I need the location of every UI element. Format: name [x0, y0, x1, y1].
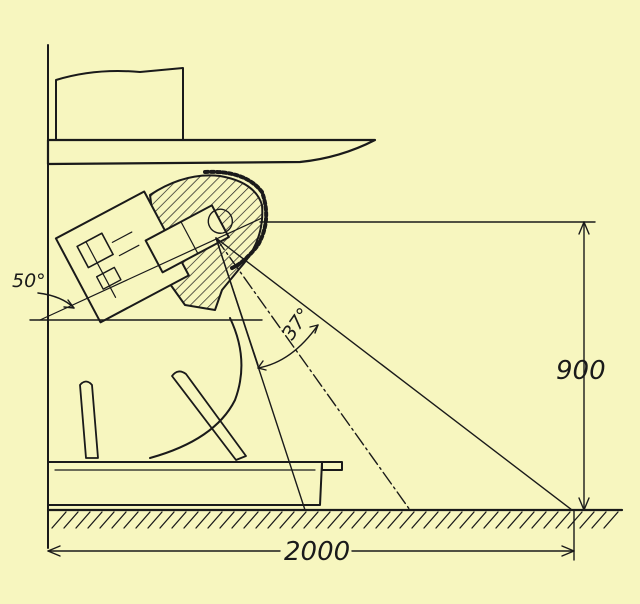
beam-angle-arc: [257, 324, 319, 369]
overhead-shelf: [46, 138, 377, 166]
floor-hatching: [51, 511, 619, 529]
optical-axis: [39, 217, 263, 321]
projector-barrel: [144, 204, 234, 274]
rod-right: [171, 370, 247, 461]
height-label: 900: [556, 356, 606, 386]
rod-left: [79, 380, 99, 459]
throw-distance-label: 2000: [284, 537, 350, 567]
upper-structure: [55, 67, 184, 141]
lamp-housing-rim: [203, 169, 269, 270]
lamp-body: [54, 190, 190, 324]
work-tray: [47, 461, 343, 506]
tilt-angle-label: 50°: [12, 270, 46, 292]
light-beam: [215, 237, 573, 511]
support-bracket: [149, 317, 243, 459]
